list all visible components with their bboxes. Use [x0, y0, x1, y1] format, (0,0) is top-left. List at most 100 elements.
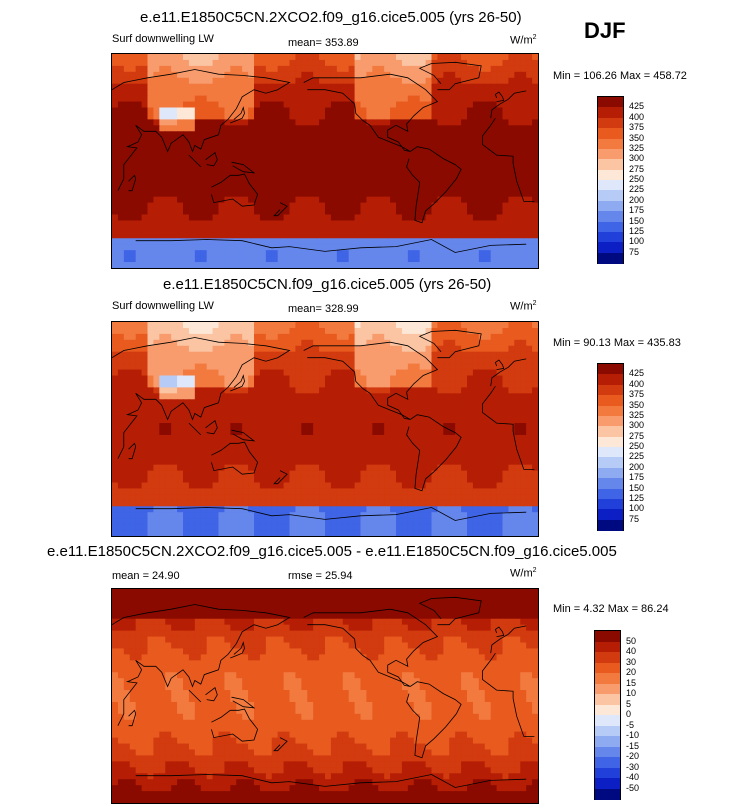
map-cell — [449, 184, 456, 192]
map-cell — [135, 488, 143, 495]
map-cell — [265, 446, 273, 454]
map-cell — [520, 375, 527, 383]
map-cell — [289, 262, 297, 268]
map-cell — [372, 345, 379, 353]
map-cell — [472, 161, 480, 168]
map-cell — [112, 494, 119, 501]
map-cell — [295, 113, 302, 120]
map-cell — [271, 333, 279, 341]
map-cell — [419, 166, 427, 174]
map-cell — [248, 423, 255, 430]
map-cell — [467, 125, 474, 132]
map-cell — [325, 71, 332, 79]
map-cell — [496, 71, 504, 79]
map-cell — [153, 232, 160, 239]
map-cell — [177, 512, 184, 519]
map-cell — [484, 500, 492, 507]
map-cell — [532, 137, 538, 144]
map-cell — [413, 214, 421, 222]
map-cell — [384, 434, 391, 442]
map-cell — [277, 208, 285, 216]
map-cell — [526, 107, 533, 115]
map-cell — [159, 65, 166, 73]
map-cell — [407, 375, 415, 383]
map-cell — [336, 262, 344, 268]
map-cell — [419, 423, 427, 430]
map-cell — [325, 149, 332, 156]
map-cell — [437, 161, 444, 168]
map-cell — [455, 512, 462, 519]
map-cell — [455, 440, 462, 448]
map-cell — [325, 512, 332, 519]
map-cell — [472, 393, 480, 400]
map-cell — [508, 143, 515, 150]
map-cell — [112, 125, 119, 132]
map-cell — [259, 369, 267, 377]
map-cell — [212, 184, 220, 192]
map-cell — [443, 214, 450, 222]
map-cell — [117, 226, 125, 233]
map-cell — [265, 458, 273, 466]
map-cell — [490, 476, 498, 484]
map-cell — [342, 446, 350, 454]
map-cell — [526, 476, 533, 484]
map-cell — [514, 446, 521, 454]
map-cell — [526, 244, 533, 251]
map-cell — [467, 226, 474, 233]
panel-1-map — [111, 53, 539, 269]
map-cell — [265, 59, 273, 67]
map-cell — [384, 345, 391, 353]
map-cell — [301, 202, 308, 210]
map-cell — [171, 500, 178, 507]
map-cell — [526, 506, 533, 513]
map-cell — [147, 256, 155, 263]
map-cell — [360, 369, 368, 377]
map-cell — [419, 65, 427, 73]
map-cell — [413, 363, 421, 371]
map-cell — [425, 184, 433, 192]
map-cell — [449, 131, 456, 138]
map-cell — [437, 149, 444, 156]
map-cell — [478, 250, 486, 257]
map-cell — [289, 494, 297, 501]
map-cell — [514, 434, 521, 442]
map-cell — [129, 232, 137, 239]
map-cell — [378, 411, 385, 418]
map-cell — [514, 178, 521, 186]
map-cell — [472, 214, 480, 222]
map-cell — [401, 470, 409, 478]
map-cell — [206, 434, 214, 442]
map-cell — [141, 333, 149, 341]
map-cell — [177, 71, 184, 79]
map-cell — [372, 333, 379, 341]
map-cell — [295, 423, 302, 430]
map-cell — [514, 429, 521, 436]
map-cell — [183, 244, 190, 251]
map-cell — [117, 488, 125, 495]
map-cell — [354, 512, 362, 519]
map-cell — [165, 77, 172, 85]
map-cell — [188, 381, 196, 388]
map-cell — [248, 125, 255, 132]
map-cell — [159, 107, 166, 115]
map-cell — [342, 131, 350, 138]
map-cell — [484, 464, 492, 472]
map-cell — [484, 429, 492, 436]
map-cell — [478, 494, 486, 501]
map-cell — [443, 83, 450, 91]
map-cell — [112, 333, 119, 341]
map-cell — [484, 440, 492, 448]
map-cell — [478, 393, 486, 400]
map-cell — [135, 262, 143, 268]
map-cell — [141, 429, 149, 436]
map-cell — [354, 458, 362, 466]
map-cell — [366, 482, 373, 490]
map-cell — [271, 470, 279, 478]
map-cell — [135, 95, 143, 103]
map-cell — [301, 458, 308, 466]
map-cell — [112, 470, 119, 478]
map-cell — [455, 351, 462, 359]
map-cell — [360, 375, 368, 383]
map-cell — [455, 190, 462, 198]
map-cell — [206, 83, 214, 91]
